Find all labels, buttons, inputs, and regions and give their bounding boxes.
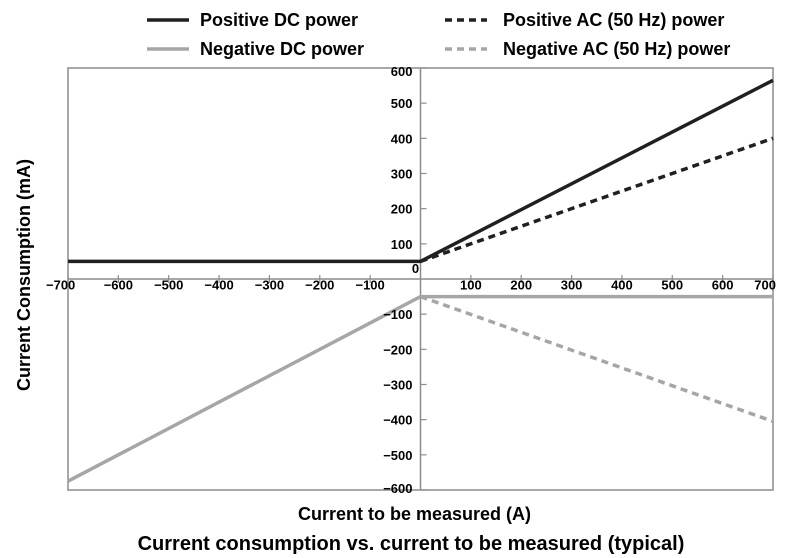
- y-tick-label: −400: [383, 413, 412, 428]
- x-tick-label: 0: [412, 261, 419, 276]
- y-tick-label: 500: [391, 96, 413, 111]
- legend-label: Positive AC (50 Hz) power: [503, 10, 724, 30]
- y-tick-label: 600: [391, 64, 413, 79]
- x-axis-label: Current to be measured (A): [298, 504, 531, 524]
- y-axis-label: Current Consumption (mA): [14, 159, 34, 391]
- series-layer: [67, 78, 774, 483]
- y-tick-label: −200: [383, 342, 412, 357]
- y-tick-label: 100: [391, 237, 413, 252]
- y-tick-label: −600: [383, 481, 412, 496]
- x-tick-label: 700: [754, 278, 776, 293]
- y-tick-label: −300: [383, 378, 412, 393]
- legend-label: Positive DC power: [200, 10, 358, 30]
- y-tick-label: 200: [391, 202, 413, 217]
- x-tick-label: −700: [46, 278, 75, 293]
- x-tick-label: −200: [305, 278, 334, 293]
- chart-title: Current consumption vs. current to be me…: [138, 533, 685, 555]
- x-tick-label: 600: [712, 278, 734, 293]
- x-tick-label: −300: [255, 278, 284, 293]
- x-tick-label: 100: [460, 278, 482, 293]
- ticks: −700 −600 −500 −400 −300 −200 −100 0 100 200 300 40…: [46, 64, 776, 496]
- x-tick-label: 200: [510, 278, 532, 293]
- y-tick-label: 300: [391, 167, 413, 182]
- y-tick-label: 400: [391, 131, 413, 146]
- series-line-2: [419, 136, 774, 264]
- x-tick-label: −500: [154, 278, 183, 293]
- x-tick-label: −100: [355, 278, 384, 293]
- y-tick-label: −100: [383, 307, 412, 322]
- x-tick-label: −400: [204, 278, 233, 293]
- x-tick-label: −600: [104, 278, 133, 293]
- series-line-4: [419, 294, 774, 424]
- legend-label: Negative AC (50 Hz) power: [503, 39, 730, 59]
- x-tick-label: 500: [661, 278, 683, 293]
- y-tick-label: −500: [383, 448, 412, 463]
- legend: Positive DC power Positive AC (50 Hz) pow…: [147, 10, 730, 59]
- x-tick-label: 300: [561, 278, 583, 293]
- x-tick-label: 400: [611, 278, 633, 293]
- legend-label: Negative DC power: [200, 39, 364, 59]
